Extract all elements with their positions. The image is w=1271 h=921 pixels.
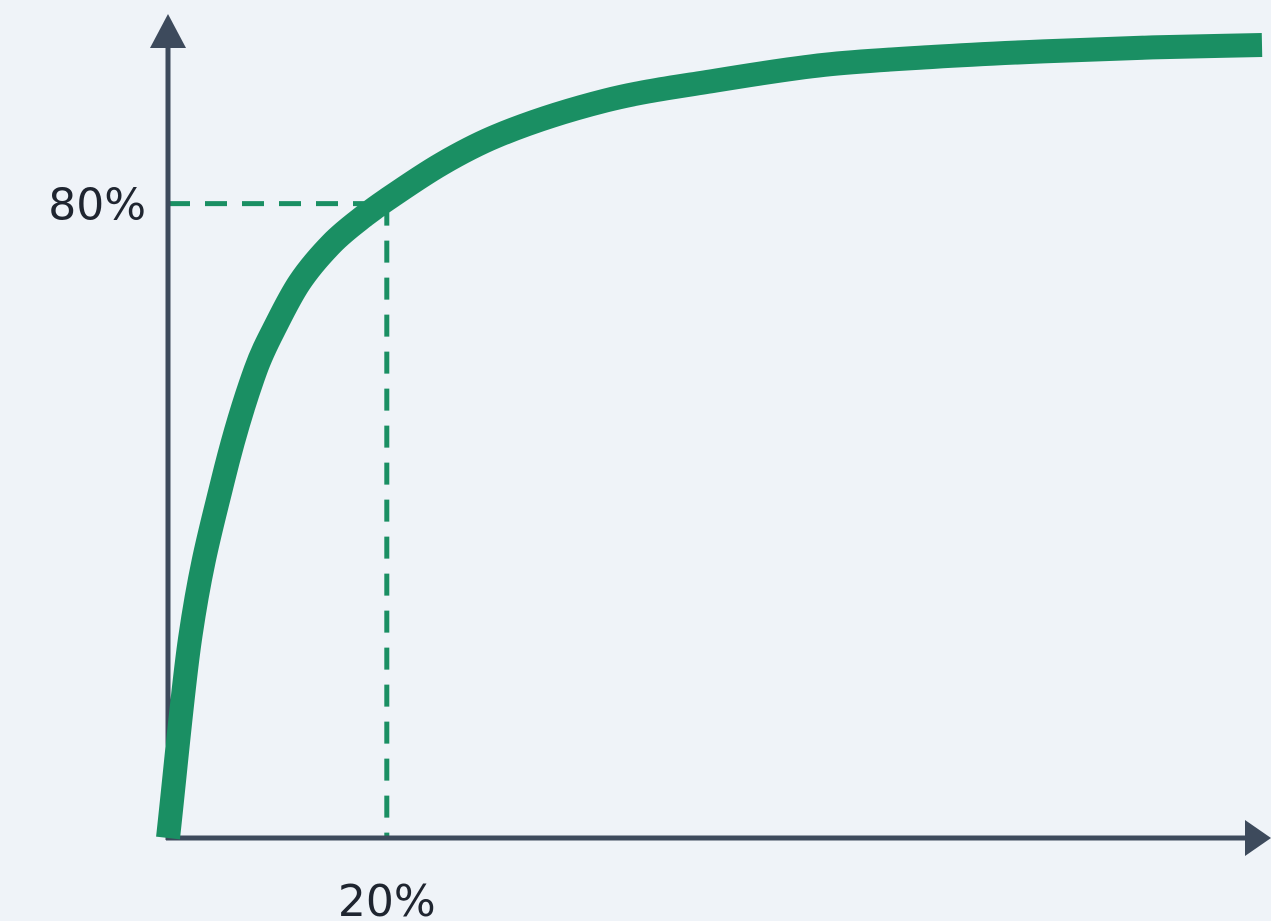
- x-axis-arrow-icon: [1245, 820, 1271, 856]
- tick-labels: 80% 20%: [48, 180, 435, 921]
- series-curve-0: [156, 33, 1263, 840]
- y-axis-arrow-icon: [150, 14, 186, 48]
- axes: [150, 14, 1271, 856]
- y-tick-label-80: 80%: [48, 180, 146, 231]
- reference-guides: [168, 201, 390, 838]
- x-tick-label-20: 20%: [338, 876, 436, 921]
- series-layer: [156, 33, 1263, 840]
